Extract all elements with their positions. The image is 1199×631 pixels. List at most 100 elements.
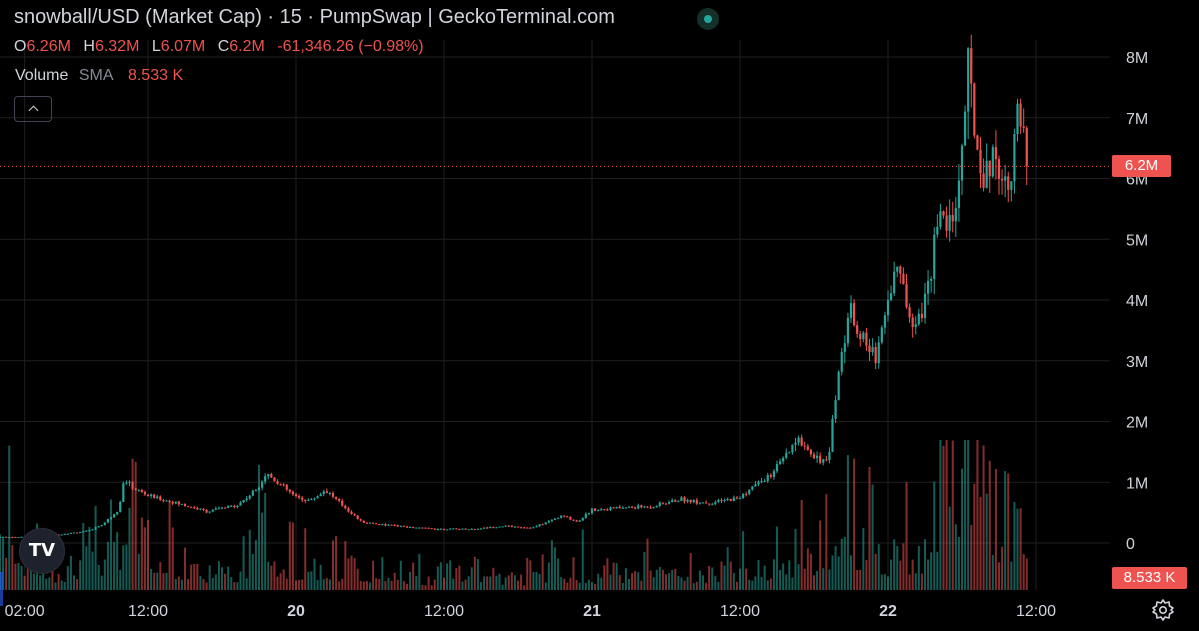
volume-bar	[433, 579, 436, 590]
candle-body	[748, 489, 751, 495]
volume-bar	[665, 574, 667, 590]
volume-bar	[134, 462, 137, 590]
volume-bar	[224, 573, 227, 590]
candle-body	[711, 504, 714, 506]
volume-bar	[313, 558, 316, 590]
candle-body	[276, 481, 279, 485]
volume-bar	[991, 555, 994, 590]
volume-bar	[341, 578, 344, 590]
volume-bar	[11, 545, 14, 590]
volume-bar	[387, 577, 390, 590]
candle-body	[245, 498, 248, 501]
volume-bar	[489, 576, 492, 590]
candle-body	[217, 508, 221, 510]
candle-body	[819, 455, 822, 463]
gear-icon[interactable]	[1151, 598, 1175, 622]
collapse-legend-button[interactable]	[14, 96, 52, 122]
volume-bar	[150, 568, 153, 590]
volume-bar	[372, 560, 375, 590]
volume-bar	[504, 577, 507, 590]
volume-bar	[871, 484, 874, 590]
candle-body	[445, 529, 449, 531]
candle-body	[649, 507, 652, 509]
volume-bar	[143, 527, 146, 590]
volume-bar	[890, 559, 893, 590]
volume-bar	[196, 563, 199, 590]
candle-body	[803, 445, 806, 447]
candle-body	[282, 484, 285, 486]
volume-bar	[1007, 473, 1010, 590]
volume-bar	[763, 565, 766, 590]
volume-bar	[202, 579, 205, 590]
volume-bar	[766, 580, 769, 590]
candle-body	[948, 215, 951, 231]
y-tick-label: 1M	[1126, 475, 1148, 492]
volume-bar	[637, 572, 640, 590]
tradingview-logo-icon[interactable]	[19, 528, 65, 574]
candle-body	[760, 481, 763, 483]
volume-bar	[985, 493, 988, 590]
candle-body	[698, 503, 702, 505]
candle-body	[905, 284, 908, 308]
candle-body	[994, 147, 998, 160]
volume-bar	[103, 559, 106, 590]
candle-body	[812, 454, 816, 459]
candle-body	[1016, 103, 1019, 135]
candle-body	[193, 507, 196, 509]
volume-bar	[1010, 561, 1013, 590]
volume-bar	[634, 571, 637, 590]
volume-bar	[233, 582, 236, 590]
ohlc-legend: O6.26M H6.32M L6.07M C6.2M -61,346.26 (−…	[14, 38, 432, 56]
volume-bar	[399, 560, 402, 590]
volume-bar	[757, 560, 760, 590]
candle-body	[523, 527, 526, 529]
candle-body	[889, 293, 893, 300]
volume-bar	[245, 578, 248, 590]
volume-bar	[541, 554, 544, 590]
candle-body	[655, 505, 658, 508]
volume-bar	[483, 576, 486, 590]
candle-body	[612, 507, 615, 509]
volume-bar	[276, 576, 279, 590]
candle-body	[708, 503, 711, 505]
candle-body	[260, 481, 264, 488]
candle-body	[5, 536, 8, 538]
candle-body	[852, 303, 856, 326]
candle-body	[507, 525, 510, 527]
candle-body	[177, 501, 180, 505]
candle-body	[294, 494, 298, 497]
volume-bar	[1019, 508, 1022, 590]
candle-body	[704, 502, 708, 504]
volume-bar	[273, 561, 276, 590]
volume-bar	[347, 558, 350, 590]
candle-body	[769, 474, 772, 477]
candle-body	[106, 519, 110, 523]
volume-bar	[846, 455, 849, 590]
candle-body	[686, 499, 689, 502]
volume-bar	[631, 573, 634, 590]
candle-body	[473, 528, 476, 530]
candle-body	[501, 526, 504, 528]
drawing-toolbar-handle[interactable]	[0, 572, 3, 606]
candle-body	[248, 495, 251, 499]
candle-body	[957, 180, 961, 208]
candle-body	[951, 215, 954, 222]
candle-body	[859, 333, 862, 340]
candle-body	[680, 497, 683, 501]
volume-bar	[106, 541, 109, 590]
volume-bar	[868, 466, 871, 590]
candle-body	[862, 332, 865, 340]
candle-body	[427, 527, 430, 529]
volume-bar	[859, 569, 862, 590]
volume-bar	[82, 523, 85, 590]
candle-body	[1013, 134, 1016, 182]
close-label: C	[217, 38, 230, 55]
volume-bar	[526, 557, 529, 590]
volume-bar	[751, 580, 754, 590]
candle-body	[75, 532, 79, 534]
open-value: 6.26M	[26, 38, 71, 55]
candle-body	[467, 529, 470, 531]
close-value: 6.2M	[229, 38, 265, 55]
volume-bar	[976, 440, 979, 590]
